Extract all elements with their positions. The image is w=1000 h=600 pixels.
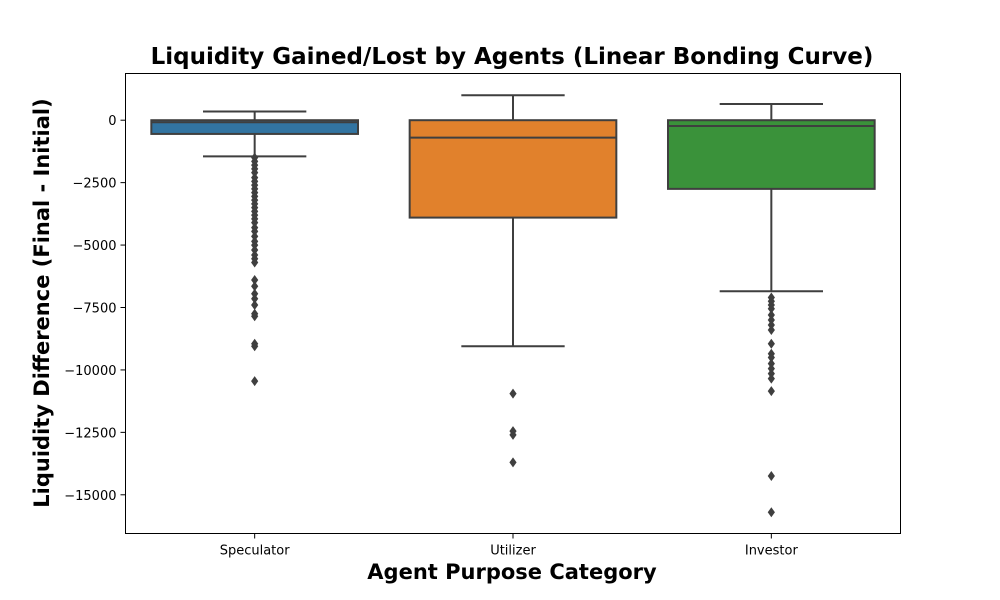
outlier-point [767,338,775,349]
y-tick-label: −12500 [64,426,116,441]
y-axis-label: Liquidity Difference (Final - Initial) [30,98,54,507]
outlier-point [251,257,259,268]
y-tick-label: −2500 [73,177,117,192]
outlier-point [767,324,775,335]
outlier-point [251,281,259,292]
x-tick-label: Investor [745,544,799,559]
y-axis: 0 −2500 −5000 −7500 −10000 −12500 −15000 [64,114,126,504]
x-tick-label: Speculator [220,544,291,559]
outlier-point [767,303,775,314]
x-axis-label: Agent Purpose Category [367,560,657,584]
x-axis: Speculator Utilizer Investor [220,533,799,559]
box-group-investor [667,102,876,518]
box-investor [667,119,876,190]
box-group-speculator [150,110,359,387]
outlier-point [767,386,775,397]
outlier-point [767,373,775,384]
y-tick-label: −5000 [73,239,117,254]
outlier-point [509,429,517,440]
y-tick-label: −15000 [64,489,116,504]
y-tick-label: 0 [108,114,116,129]
outlier-point [509,388,517,399]
outlier-point [767,507,775,518]
outlier-point [251,311,259,322]
outlier-point [251,376,259,387]
box-group-utilizer [408,94,618,468]
outlier-point [251,341,259,352]
box-utilizer [408,119,618,219]
boxes-layer [150,94,876,518]
y-tick-label: −7500 [73,301,117,316]
outlier-point [251,293,259,304]
outlier-point [767,352,775,363]
box-speculator [150,119,359,135]
y-tick-label: −10000 [64,364,116,379]
outlier-point [509,457,517,468]
chart-title: Liquidity Gained/Lost by Agents (Linear … [151,44,874,70]
outlier-point [251,275,259,286]
outlier-point [251,299,259,310]
outlier-point [767,471,775,482]
x-tick-label: Utilizer [490,544,536,559]
